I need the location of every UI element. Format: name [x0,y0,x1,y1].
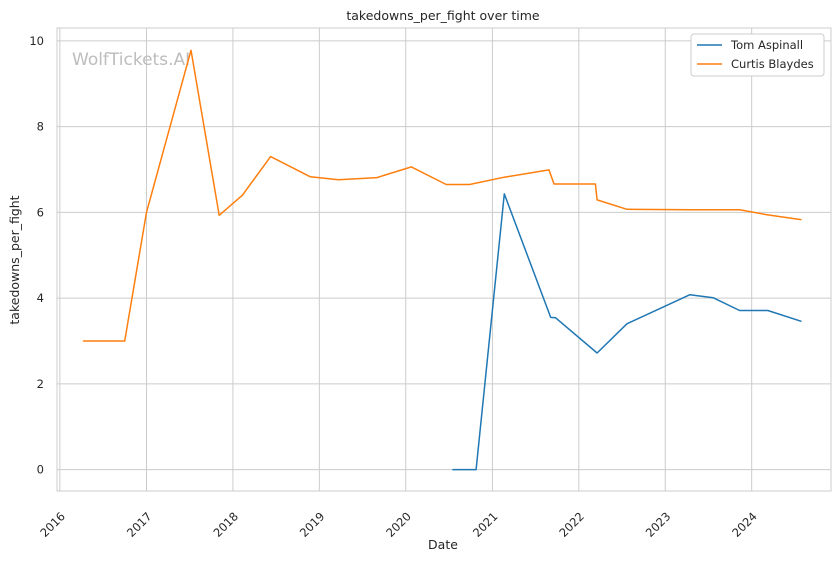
y-tick-label: 6 [37,205,44,219]
watermark: WolfTickets.AI [72,50,190,70]
y-tick-labels: 0 2 4 6 8 10 [29,34,44,477]
x-tick-label: 2020 [383,509,414,540]
legend-label-curtis-blaydes: Curtis Blaydes [731,57,814,71]
series-layer [82,49,802,471]
grid-layer [57,28,831,491]
x-axis-label: Date [428,537,458,552]
y-tick-label: 10 [29,34,44,48]
chart-title: takedowns_per_fight over time [346,8,540,23]
y-axis-label: takedowns_per_fight [7,195,22,324]
x-tick-label: 2019 [297,509,328,540]
legend-label-tom-aspinall: Tom Aspinall [730,38,803,52]
plot-frame [56,27,832,492]
x-tick-labels: 2016 2017 2018 2019 2020 2021 2022 2023 2024 [37,509,759,540]
x-tick-label: 2021 [470,509,501,540]
y-tick-label: 2 [37,377,44,391]
x-tick-label: 2018 [210,509,241,540]
legend-box [690,33,825,77]
y-tick-label: 8 [37,120,44,134]
series-line-tom-aspinall [452,193,802,471]
y-tick-label: 4 [37,291,44,305]
x-tick-label: 2024 [729,509,760,540]
x-tick-label: 2022 [556,509,587,540]
series-line-curtis-blaydes [82,49,802,342]
x-tick-label: 2016 [37,509,68,540]
y-tick-label: 0 [37,463,44,477]
x-tick-label: 2017 [124,509,155,540]
x-tick-label: 2023 [643,509,674,540]
legend: Tom Aspinall Curtis Blaydes [690,33,825,77]
